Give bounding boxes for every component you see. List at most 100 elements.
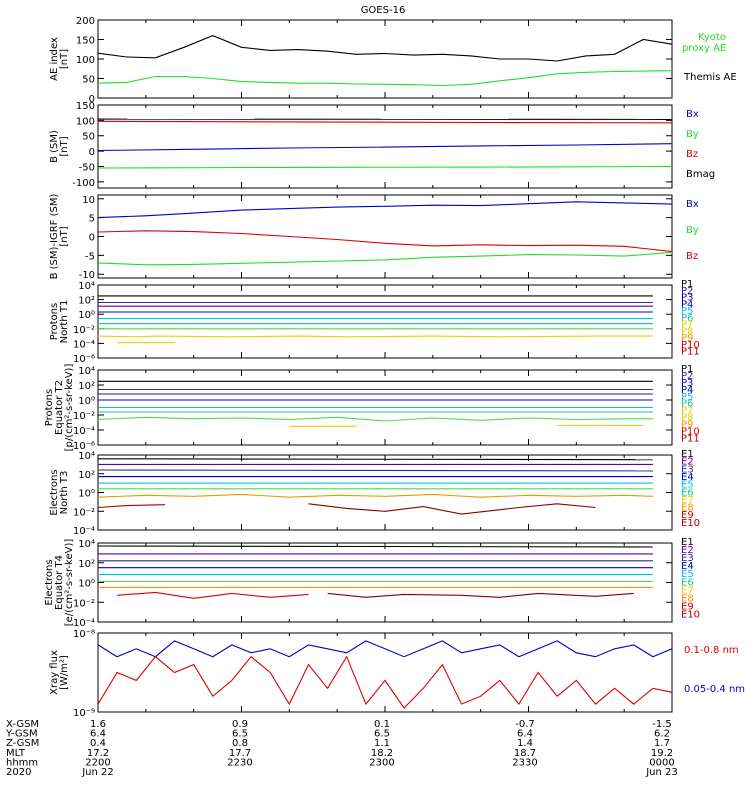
y-axis-label: Electrons bbox=[44, 559, 55, 605]
y-tick-label: 10⁻⁴ bbox=[73, 618, 95, 629]
y-axis-label: [p/(cm²-s-sr-keV)] bbox=[64, 364, 75, 452]
y-axis-label: Protons bbox=[49, 303, 60, 340]
panel-xray: 10⁻⁹ 10⁻⁸ Xray flux [W/m²] 0.1-0.8 nm 0.05-0.… bbox=[49, 629, 745, 719]
legend-entry: Bx bbox=[686, 199, 699, 210]
footer-cell: 0.4 bbox=[90, 738, 106, 749]
y-tick-label: -10 bbox=[79, 270, 95, 281]
y-tick-label: 10⁴ bbox=[78, 451, 95, 462]
footer-cell: 0.9 bbox=[232, 719, 248, 730]
legend-entry: Bz bbox=[686, 251, 698, 262]
panel-frame bbox=[97, 454, 673, 531]
footer-cell: 1.1 bbox=[374, 738, 390, 749]
legend-entry: P4 bbox=[681, 299, 693, 310]
legend-entry: P1 bbox=[681, 364, 693, 375]
legend-entry: E7 bbox=[681, 495, 694, 506]
footer-row-label: Y-GSM bbox=[5, 729, 38, 740]
legend-entry: Bmag bbox=[686, 169, 715, 180]
legend-entry: P9 bbox=[681, 420, 693, 431]
footer-row-label: 2020 bbox=[6, 767, 31, 778]
y-tick-label: 200 bbox=[76, 16, 95, 27]
legend-entry: P7 bbox=[681, 406, 693, 417]
y-tick-label: 50 bbox=[82, 75, 95, 86]
legend-entry: P2 bbox=[681, 371, 693, 382]
footer-cell: 0.1 bbox=[374, 719, 390, 730]
y-tick-label: 10⁻² bbox=[73, 325, 95, 336]
y-tick-label: 10⁰ bbox=[78, 310, 95, 321]
y-tick-label: 10⁴ bbox=[78, 366, 95, 377]
legend-entry: P10 bbox=[681, 340, 700, 351]
y-axis-label: Xray flux bbox=[49, 650, 60, 695]
y-tick-label: 10² bbox=[78, 296, 95, 307]
legend-entry: E10 bbox=[681, 518, 700, 529]
y-tick-label: 10⁰ bbox=[78, 489, 95, 500]
legend-entry: E2 bbox=[681, 457, 694, 468]
legend-entry: P6 bbox=[681, 313, 693, 324]
series-line-bz bbox=[97, 230, 673, 253]
legend-entry: P10 bbox=[681, 427, 700, 438]
legend-entry: E6 bbox=[681, 577, 694, 588]
y-tick-label: 10⁴ bbox=[78, 281, 95, 292]
legend-entry: E6 bbox=[681, 487, 694, 498]
footer-cell: 1.6 bbox=[90, 719, 106, 730]
y-tick-label: 100 bbox=[76, 55, 95, 66]
y-tick-label: 100 bbox=[76, 116, 95, 127]
y-axis-label: B (SM)-IGRF (SM) bbox=[49, 194, 60, 280]
y-axis-label: [nT] bbox=[59, 49, 70, 69]
legend-entry: proxy AE bbox=[682, 43, 726, 54]
y-tick-label: 5 bbox=[89, 214, 95, 225]
legend-entry: E3 bbox=[681, 464, 694, 475]
y-tick-label: -100 bbox=[72, 178, 95, 189]
series-line-e10 bbox=[308, 503, 596, 515]
legend-entry: E4 bbox=[681, 472, 694, 483]
y-tick-label: 50 bbox=[82, 132, 95, 143]
legend-entry: P5 bbox=[681, 306, 693, 317]
footer-row-label: X-GSM bbox=[6, 719, 39, 730]
panel-electrons-t3: 10⁻⁴ 10⁻² 10⁰ 10² 10⁴ Electrons North T3 E1E2E3… bbox=[49, 449, 700, 537]
panel-frame bbox=[97, 104, 673, 189]
panel-bigrf: -10 -5 0 5 10 B (SM)-IGRF (SM) [nT] Bx By Bz bbox=[49, 194, 699, 282]
y-tick-label: 0 bbox=[89, 147, 95, 158]
y-tick-label: 10⁻⁹ bbox=[73, 708, 95, 719]
panel-electrons-t4: 10⁻⁴ 10⁻² 10⁰ 10² 10⁴ Electrons Equator T4 [e/(… bbox=[44, 537, 700, 629]
y-axis-label: Equator T2 bbox=[54, 380, 65, 435]
y-axis-label: [nT] bbox=[59, 136, 70, 156]
y-axis-label: B (SM) bbox=[49, 130, 60, 163]
legend-entry: E9 bbox=[681, 601, 694, 612]
series-line-p7 bbox=[97, 416, 653, 422]
footer-cell: Jun 23 bbox=[645, 767, 678, 778]
footer-cell: 2300 bbox=[369, 757, 394, 768]
legend-entry: E7 bbox=[681, 585, 694, 596]
series-line-e10 bbox=[327, 592, 634, 598]
y-tick-label: 10⁻² bbox=[73, 507, 95, 518]
series-line-kyoto-proxy-ae bbox=[97, 70, 673, 87]
footer-row-label: MLT bbox=[6, 748, 26, 759]
panel-protons-t1: 10⁻⁶ 10⁻⁴ 10⁻² 10⁰ 10² 10⁴ Protons North T1 P1P2… bbox=[49, 279, 700, 365]
legend-entry: P9 bbox=[681, 333, 693, 344]
legend-entry: By bbox=[686, 225, 699, 236]
series-line-bx bbox=[97, 143, 673, 152]
y-tick-label: 10⁻² bbox=[73, 411, 95, 422]
y-tick-label: 10² bbox=[78, 470, 95, 481]
series-line-by bbox=[97, 165, 673, 169]
panel-frame bbox=[97, 194, 673, 279]
legend-entry: E10 bbox=[681, 610, 700, 621]
footer-cell: 18.7 bbox=[514, 748, 536, 759]
legend-entry: P7 bbox=[681, 320, 693, 331]
panel-protons-t2: 10⁻⁶ 10⁻⁴ 10⁻² 10⁰ 10² 10⁴ Protons Equator T2 [p… bbox=[44, 364, 700, 452]
legend-entry: P8 bbox=[681, 326, 693, 337]
legend-entry: P4 bbox=[681, 385, 693, 396]
footer-cell: 2230 bbox=[227, 757, 252, 768]
series-line-e3 bbox=[97, 469, 653, 472]
legend-entry: E4 bbox=[681, 561, 694, 572]
footer-cell: 0000 bbox=[649, 757, 674, 768]
plot-title: GOES-16 bbox=[361, 5, 406, 16]
legend-entry: E2 bbox=[681, 545, 694, 556]
legend-entry: P6 bbox=[681, 399, 693, 410]
legend-entry: E3 bbox=[681, 553, 694, 564]
y-tick-label: 0 bbox=[89, 233, 95, 244]
footer-cell: 6.2 bbox=[654, 729, 670, 740]
y-tick-label: 10 bbox=[82, 195, 95, 206]
y-axis-label: Equator T4 bbox=[54, 555, 65, 610]
y-tick-label: 10⁻⁸ bbox=[73, 629, 95, 640]
